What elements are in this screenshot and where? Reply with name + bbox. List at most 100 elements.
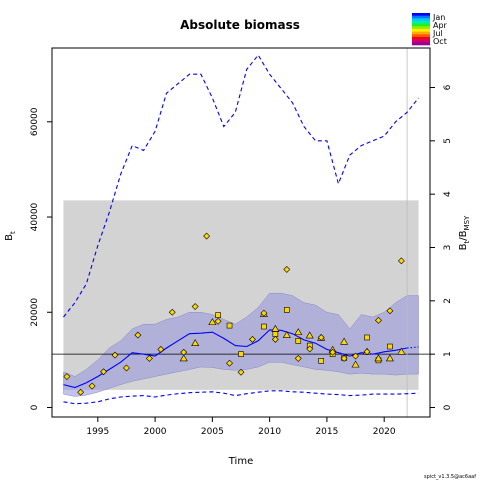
index-point-square: [238, 351, 244, 357]
legend-color-swatch: [412, 13, 430, 16]
index-point-triangle: [271, 324, 280, 332]
y-axis-label-left-main: B: [4, 234, 15, 241]
x-tick-label: 2000: [144, 427, 167, 437]
index-point-triangle: [340, 337, 349, 345]
y-tick-label-left: 40000: [30, 202, 40, 231]
index-point-diamond: [63, 373, 71, 380]
index-point-diamond: [317, 334, 325, 341]
index-point-diamond: [271, 335, 279, 343]
index-point-triangle: [208, 318, 217, 326]
plot-frame: [51, 47, 431, 418]
index-point-square: [226, 322, 233, 329]
legend-color-swatch: [412, 26, 430, 30]
index-point-diamond: [77, 388, 85, 396]
index-point-triangle: [305, 331, 314, 339]
x-tick-label: 2015: [315, 427, 338, 437]
index-point-diamond: [363, 348, 371, 356]
legend-month-label: Oct: [433, 37, 447, 46]
plot-content: [52, 48, 430, 417]
y-tick-label-right: 0: [443, 404, 453, 410]
biomass-ci-band: [63, 292, 419, 397]
x-tick-label: 1995: [86, 427, 109, 437]
index-point-triangle: [282, 331, 291, 338]
index-point-diamond: [203, 232, 211, 240]
y-tick-label-right: 3: [443, 245, 453, 251]
y-tick-label-right: 4: [443, 191, 453, 197]
y-axis-label-right-tail-sub: MSY: [463, 215, 471, 230]
axes: 1995 2000 2005 2010 2015 20200200004000060000…: [30, 47, 453, 437]
y-tick-label-right: 6: [443, 84, 453, 90]
index-point-square: [215, 312, 221, 318]
legend-month-label: Apr: [433, 21, 448, 30]
index-point-diamond: [306, 345, 314, 353]
index-point-diamond: [145, 355, 153, 362]
y-axis-label-right-main: B: [458, 243, 469, 250]
legend-color-swatch: [412, 29, 430, 32]
x-tick-label: 2020: [373, 427, 396, 437]
y-tick-label-right: 2: [443, 298, 453, 304]
index-point-diamond: [157, 345, 165, 353]
index-point-diamond: [226, 359, 233, 367]
legend-color-swatch: [412, 31, 430, 35]
chart-title: Absolute biomass: [180, 18, 300, 32]
index-point-diamond: [100, 368, 107, 376]
y-axis-label-right: Bt/BMSY: [458, 215, 471, 250]
legend-color-swatch: [412, 34, 430, 38]
index-point-diamond: [386, 307, 394, 315]
x-axis-label: Time: [228, 456, 253, 467]
index-point-square: [295, 338, 302, 344]
index-point-diamond: [397, 257, 405, 265]
index-point-diamond: [294, 355, 302, 362]
index-point-triangle: [385, 354, 394, 362]
index-point-diamond: [123, 364, 130, 372]
index-point-diamond: [237, 368, 245, 376]
index-point-triangle: [351, 360, 360, 368]
index-point-diamond: [180, 348, 188, 356]
index-point-square: [364, 334, 370, 341]
legend-month-label: Jul: [432, 29, 443, 38]
index-point-square: [272, 331, 279, 337]
series-estimate: [63, 329, 408, 389]
y-tick-label-right: 5: [443, 138, 453, 144]
x-tick-label: 2010: [258, 427, 281, 437]
legend-color-swatch: [412, 21, 430, 24]
index-point-diamond: [111, 351, 119, 359]
y-axis-label-left-sub: t: [9, 231, 17, 234]
index-point-diamond: [375, 316, 382, 324]
legend-month-label: Jan: [432, 13, 445, 22]
y-axis-label-left: Bt: [4, 231, 17, 241]
legend-color-swatch: [412, 42, 430, 46]
version-footnote: spict_v1.3.5@ac6aaf: [424, 474, 476, 480]
y-axis-label-right-sub: t: [463, 240, 471, 243]
index-point-square: [261, 323, 267, 330]
index-point-diamond: [283, 265, 291, 273]
series-ci-lower: [63, 390, 419, 405]
plot-area: [52, 48, 430, 417]
index-point-diamond: [134, 331, 142, 339]
index-point-diamond: [249, 335, 256, 343]
index-point-triangle: [374, 354, 383, 362]
y-tick-label-left: 20000: [30, 298, 40, 327]
index-point-diamond: [214, 317, 222, 325]
y-axis-label-right-tail: /B: [458, 230, 469, 240]
index-point-diamond: [352, 352, 359, 360]
index-point-square: [387, 343, 393, 350]
index-point-diamond: [168, 308, 176, 316]
x-tick-label: 2005: [201, 427, 224, 437]
index-point-diamond: [329, 348, 337, 356]
series-ci-upper: [63, 54, 419, 318]
index-point-triangle: [179, 354, 188, 362]
legend-color-swatch: [412, 39, 430, 43]
index-point-diamond: [260, 309, 268, 317]
index-point-triangle: [397, 347, 406, 355]
y-tick-label-left: 0: [30, 404, 40, 410]
index-point-diamond: [191, 303, 199, 310]
index-point-diamond: [88, 382, 96, 390]
y-tick-label-left: 60000: [30, 107, 40, 136]
legend-color-swatch: [412, 23, 430, 27]
y-tick-label-right: 1: [443, 351, 453, 357]
index-point-square: [284, 307, 290, 313]
legend-color-swatch: [412, 18, 430, 22]
